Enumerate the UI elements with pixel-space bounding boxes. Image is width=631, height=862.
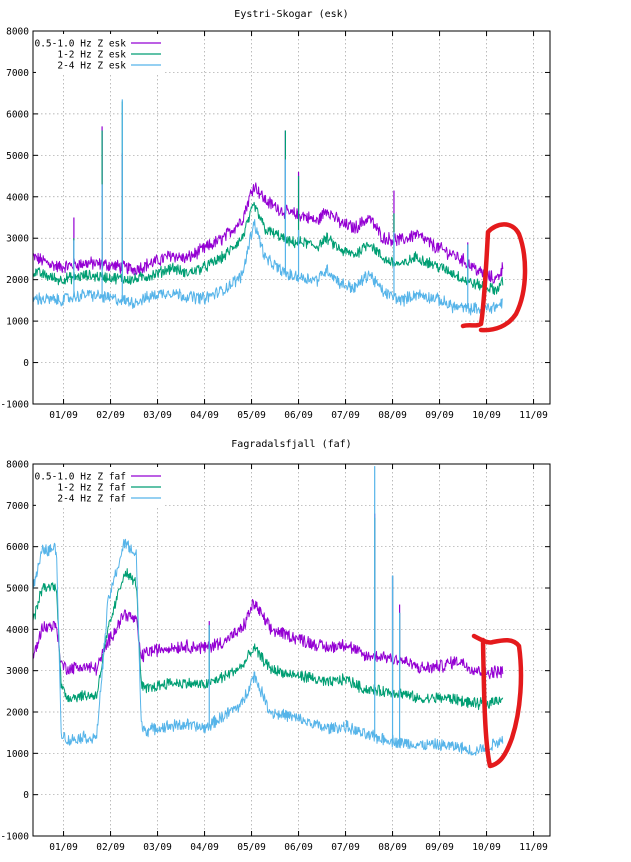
plot-area (33, 466, 504, 756)
y-tick-label: 7000 (6, 501, 29, 512)
x-tick-label: 02/09 (96, 410, 125, 421)
x-tick-label: 01/09 (49, 410, 78, 421)
x-tick-label: 10/09 (472, 842, 501, 853)
x-tick-label: 04/09 (190, 842, 219, 853)
chart-1: Eystri-Skogar (esk) -1000 0 1000 2000 3000 400… (0, 9, 551, 421)
legend-label: 1-2 Hz Z esk (57, 50, 126, 61)
x-tick-label: 08/09 (378, 410, 407, 421)
y-tick-label: 3000 (6, 234, 29, 245)
y-tick-label: 1000 (6, 749, 29, 760)
x-tick-label: 07/09 (331, 842, 360, 853)
y-tick-label: 5000 (6, 151, 29, 162)
legend-label: 2-4 Hz Z esk (57, 61, 126, 72)
red-annotation-bottom (471, 633, 524, 769)
series-line-3 (33, 219, 503, 316)
y-tick-label: 1000 (6, 317, 29, 328)
y-tick-label: -1000 (0, 400, 29, 411)
x-tick-label: 03/09 (143, 842, 172, 853)
chart-title: Fagradalsfjall (faf) (231, 439, 351, 450)
y-tick-label: 6000 (6, 109, 29, 120)
x-tick-label: 11/09 (519, 842, 548, 853)
x-tick-label: 02/09 (96, 842, 125, 853)
x-tick-label: 09/09 (425, 410, 454, 421)
legend-label: 0.5-1.0 Hz Z esk (34, 39, 126, 50)
y-tick-label: 5000 (6, 584, 29, 595)
legend-label: 2-4 Hz Z faf (57, 494, 126, 505)
legend-label: 0.5-1.0 Hz Z faf (34, 472, 126, 483)
y-tick-label: 2000 (6, 708, 29, 719)
y-tick-label: 4000 (6, 192, 29, 203)
x-tick-label: 07/09 (331, 410, 360, 421)
series-line-3 (33, 538, 504, 756)
series-line-1 (33, 599, 504, 680)
y-tick-label: 3000 (6, 666, 29, 677)
y-tick-label: 4000 (6, 625, 29, 636)
y-tick-label: 8000 (6, 27, 29, 38)
x-tick-label: 01/09 (49, 842, 78, 853)
series-line-2 (33, 568, 504, 711)
y-tick-label: 2000 (6, 275, 29, 286)
x-tick-label: 10/09 (472, 410, 501, 421)
y-tick-label: 0 (23, 790, 29, 801)
x-tick-label: 06/09 (284, 842, 313, 853)
x-tick-label: 09/09 (425, 842, 454, 853)
plot-border (32, 463, 551, 837)
series-line-2 (33, 201, 504, 295)
plot-border (32, 30, 551, 405)
x-tick-label: 05/09 (237, 410, 266, 421)
red-annotation (460, 222, 528, 769)
plot-area (33, 99, 504, 316)
x-tick-label: 11/09 (519, 410, 548, 421)
y-tick-label: 8000 (6, 460, 29, 471)
x-tick-label: 08/09 (378, 842, 407, 853)
legend-label: 1-2 Hz Z faf (57, 483, 126, 494)
y-tick-label: 7000 (6, 68, 29, 79)
y-tick-label: 6000 (6, 542, 29, 553)
x-tick-label: 04/09 (190, 410, 219, 421)
x-tick-label: 06/09 (284, 410, 313, 421)
y-tick-label: 0 (23, 358, 29, 369)
red-annotation-top (460, 222, 528, 333)
chart-title: Eystri-Skogar (esk) (234, 9, 348, 20)
series-line-1 (33, 182, 504, 284)
x-tick-label: 03/09 (143, 410, 172, 421)
y-tick-label: -1000 (0, 832, 29, 843)
chart-2: Fagradalsfjall (faf) -1000 0 1000 2000 3000 40… (0, 439, 551, 853)
x-tick-label: 05/09 (237, 842, 266, 853)
